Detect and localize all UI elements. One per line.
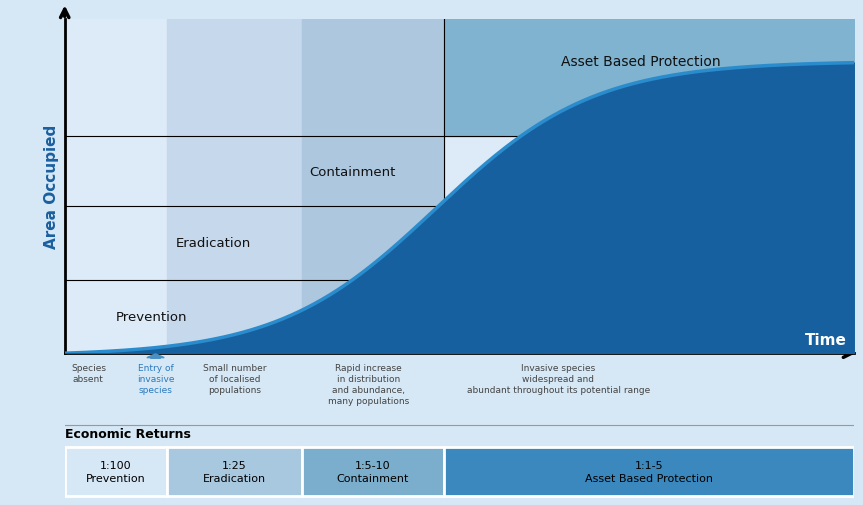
Bar [65,447,167,496]
Text: Species
absent: Species absent [71,363,106,383]
Text: Small number
of localised
populations: Small number of localised populations [203,363,267,394]
Text: 1:1-5
Asset Based Protection: 1:1-5 Asset Based Protection [585,461,713,483]
Bar [302,447,444,496]
Text: Asset Based Protection: Asset Based Protection [561,55,721,69]
Text: 1:25
Eradication: 1:25 Eradication [203,461,266,483]
Text: 1:100
Prevention: 1:100 Prevention [86,461,146,483]
Text: Economic Returns: Economic Returns [65,427,191,440]
Text: Rapid increase
in distribution
and abundance,
many populations: Rapid increase in distribution and abund… [328,363,409,405]
Bar [444,447,854,496]
Text: Containment: Containment [310,165,396,178]
Text: Entry of
invasive
species: Entry of invasive species [136,363,174,394]
FancyArrow shape [147,354,164,359]
Y-axis label: Area Occupied: Area Occupied [44,125,60,249]
Text: Invasive species
widespread and
abundant throughout its potential range: Invasive species widespread and abundant… [467,363,650,394]
Text: 1:5-10
Containment: 1:5-10 Containment [337,461,409,483]
Text: Prevention: Prevention [116,311,187,323]
Text: Eradication: Eradication [175,237,250,250]
Bar [167,447,302,496]
Text: Time: Time [804,332,847,347]
